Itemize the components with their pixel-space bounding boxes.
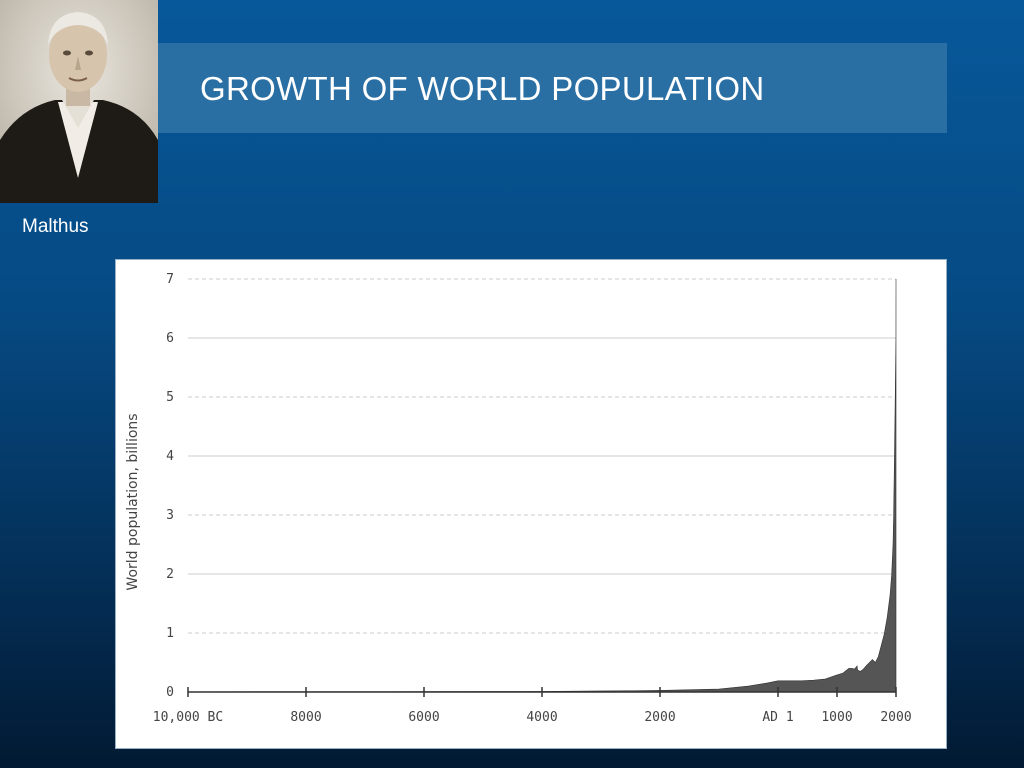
- y-tick-label: 1: [166, 626, 174, 641]
- y-tick-label: 3: [166, 508, 174, 523]
- x-tick-label: AD 1: [762, 710, 793, 725]
- gridlines: [188, 278, 896, 634]
- y-axis-label: World population, billions: [125, 413, 141, 590]
- population-chart: 0 1 2 3 4 5 6 7 10,000 BC 8000 6000 4000 2000 AD 1 100…: [115, 259, 947, 749]
- y-tick-label: 7: [166, 272, 174, 287]
- population-area: [187, 278, 897, 693]
- x-tick-label: 2000: [644, 710, 675, 725]
- malthus-portrait: [0, 0, 158, 203]
- x-tick-label: 6000: [408, 710, 439, 725]
- axes: 0 1 2 3 4 5 6 7 10,000 BC 8000 6000 4000 2000 AD 1 100…: [153, 272, 912, 725]
- x-tick-label: 1000: [821, 710, 852, 725]
- y-tick-label: 6: [166, 331, 174, 346]
- y-tick-label: 2: [166, 567, 174, 582]
- y-tick-label: 5: [166, 390, 174, 405]
- x-tick-label: 4000: [526, 710, 557, 725]
- plot-area: [187, 278, 897, 693]
- y-tick-label: 0: [166, 685, 174, 700]
- chart-canvas: 0 1 2 3 4 5 6 7 10,000 BC 8000 6000 4000 2000 AD 1 100…: [125, 272, 912, 725]
- x-tick-label: 10,000 BC: [153, 710, 223, 725]
- portrait-caption: Malthus: [22, 216, 89, 237]
- y-tick-label: 4: [166, 449, 174, 464]
- x-tick-label: 8000: [290, 710, 321, 725]
- slide-title: GROWTH OF WORLD POPULATION: [200, 70, 765, 107]
- x-tick-label: 2000: [880, 710, 911, 725]
- title-banner: GROWTH OF WORLD POPULATION: [158, 43, 947, 133]
